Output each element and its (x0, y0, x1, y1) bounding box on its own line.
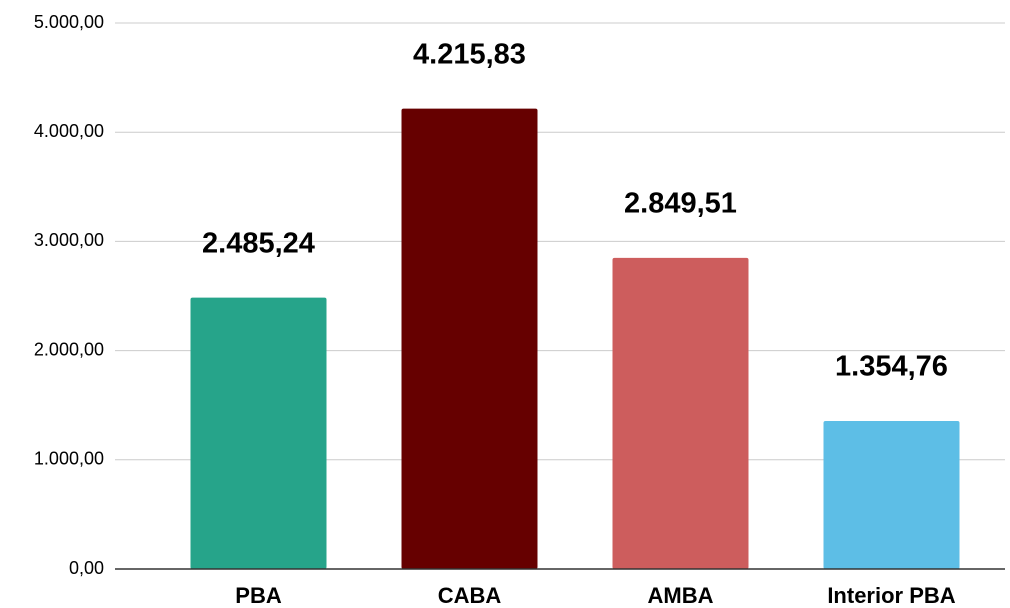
x-tick-label: AMBA (648, 583, 714, 608)
x-tick-label: CABA (438, 583, 502, 608)
value-label: 4.215,83 (413, 38, 526, 70)
y-tick-label: 3.000,00 (34, 230, 104, 250)
x-tick-label: PBA (235, 583, 282, 608)
x-tick-label: Interior PBA (827, 583, 955, 608)
value-label: 2.485,24 (202, 227, 315, 259)
y-tick-label: 2.000,00 (34, 339, 104, 359)
y-tick-label: 5.000,00 (34, 12, 104, 32)
bar (190, 297, 327, 569)
y-tick-label: 0,00 (69, 558, 104, 578)
value-label: 1.354,76 (835, 351, 948, 383)
bar (401, 108, 538, 570)
y-tick-label: 1.000,00 (34, 449, 104, 469)
bar (823, 421, 960, 569)
bar (612, 257, 749, 569)
y-tick-label: 4.000,00 (34, 121, 104, 141)
value-label: 2.849,51 (624, 187, 737, 219)
